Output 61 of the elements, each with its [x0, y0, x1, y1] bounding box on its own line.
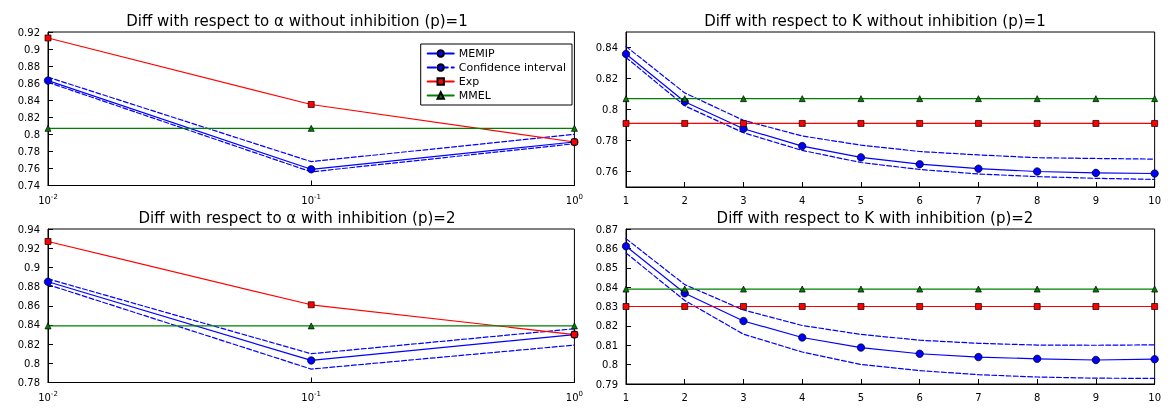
x-tick-label: 3	[740, 194, 747, 206]
x-tick-label: 4	[799, 194, 806, 206]
y-tick-label: 0.78	[17, 377, 40, 388]
x-tick-label: 8	[1033, 391, 1041, 403]
x-tick-label: 5	[857, 391, 865, 403]
x-tick-label: 2	[681, 194, 688, 206]
y-tick-label: 0.87	[595, 223, 618, 235]
x-tick-label: 7	[975, 391, 982, 403]
legend-label: Confidence interval	[458, 61, 567, 74]
y-tick-label: 0.78	[17, 145, 40, 157]
chart-title: Diff with respect to α with inhibition (p)=2	[138, 208, 456, 227]
y-tick-label: 0.8	[602, 359, 618, 371]
y-tick-label: 0.82	[595, 320, 618, 332]
y-tick-label: 0.84	[595, 42, 618, 53]
y-tick-label: 0.8	[602, 104, 618, 115]
x-tick-label: 10	[1148, 391, 1161, 403]
y-tick-label: 0.94	[17, 223, 40, 235]
y-tick-label: 0.83	[595, 301, 618, 312]
y-tick-label: 0.74	[17, 180, 40, 191]
x-tick-label: 9	[1092, 194, 1100, 206]
legend-label: Exp	[458, 75, 480, 88]
y-tick-label: 0.88	[17, 281, 40, 293]
y-tick-label: 0.81	[595, 339, 618, 351]
y-tick-label: 0.86	[595, 242, 618, 254]
y-tick-label: 0.8	[24, 357, 40, 369]
x-tick-label: 7	[975, 194, 982, 206]
legend-label: MMEL	[458, 89, 492, 102]
x-tick-label: 3	[740, 391, 747, 403]
y-tick-label: 0.92	[17, 242, 40, 254]
y-tick-label: 0.84	[17, 94, 40, 106]
chart-title: Diff with respect to α without inhibition (p)=1	[126, 11, 468, 30]
chart-title: Diff with respect to K without inhibition (p)=1	[704, 11, 1046, 30]
x-tick-label: 2	[681, 391, 688, 403]
x-tick-label: 4	[799, 391, 806, 403]
x-tick-label: 1	[622, 391, 630, 403]
y-tick-label: 0.78	[595, 135, 618, 146]
y-tick-label: 0.92	[17, 26, 40, 38]
y-tick-label: 0.86	[17, 300, 40, 312]
y-tick-label: 0.84	[17, 319, 40, 331]
y-tick-label: 0.9	[24, 261, 40, 273]
y-tick-label: 0.86	[17, 77, 40, 89]
y-tick-label: 0.88	[17, 60, 40, 72]
chart-title: Diff with respect to K with inhibition (p)=2	[716, 208, 1034, 227]
x-tick-label: 8	[1033, 194, 1041, 206]
x-tick-label: 1	[622, 194, 630, 206]
x-tick-label: 6	[916, 391, 923, 403]
y-tick-label: 0.85	[595, 262, 618, 274]
y-tick-label: 0.76	[17, 162, 40, 174]
y-tick-label: 0.76	[595, 166, 618, 177]
y-tick-label: 0.84	[595, 281, 618, 293]
x-tick-label: 5	[857, 194, 865, 206]
legend-label: MEMIP	[458, 47, 495, 60]
y-tick-label: 0.8	[24, 128, 40, 140]
y-tick-label: 0.82	[17, 338, 40, 350]
y-tick-label: 0.79	[595, 378, 618, 390]
y-tick-label: 0.9	[24, 43, 40, 55]
y-tick-label: 0.82	[17, 111, 40, 123]
y-tick-label: 0.82	[595, 73, 618, 84]
x-tick-label: 9	[1092, 391, 1100, 403]
x-tick-label: 6	[916, 194, 923, 206]
x-tick-label: 10	[1148, 194, 1161, 206]
